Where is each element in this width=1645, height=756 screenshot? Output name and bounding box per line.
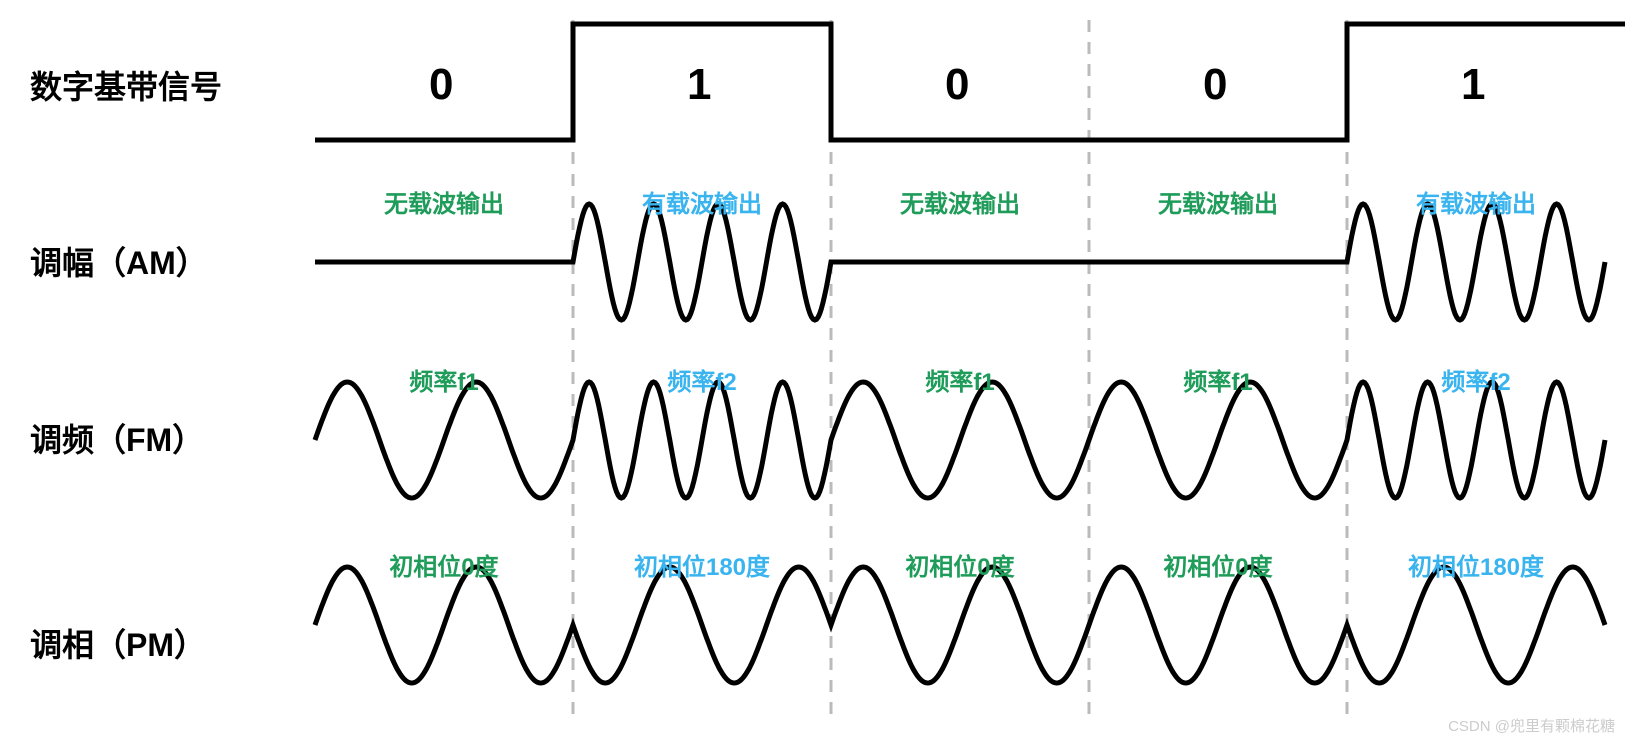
am-annotation: 无载波输出 <box>831 184 1089 219</box>
bit-value: 1 <box>687 60 711 110</box>
bit-value: 0 <box>429 60 453 110</box>
pm-annotation: 初相位0度 <box>1089 547 1347 582</box>
diagram-container: 数字基带信号 调幅（AM） 调频（FM） 调相（PM） CSDN @兜里有颗棉花… <box>20 20 1625 736</box>
fm-annotation: 频率f2 <box>573 362 831 397</box>
pm-annotation: 初相位180度 <box>1347 547 1605 582</box>
pm-annotation: 初相位180度 <box>573 547 831 582</box>
am-annotation: 无载波输出 <box>315 184 573 219</box>
fm-annotation: 频率f1 <box>831 362 1089 397</box>
pm-annotation: 初相位0度 <box>831 547 1089 582</box>
bit-value: 1 <box>1461 60 1485 110</box>
fm-annotation: 频率f1 <box>315 362 573 397</box>
fm-annotation: 频率f1 <box>1089 362 1347 397</box>
pm-annotation: 初相位0度 <box>315 547 573 582</box>
am-annotation: 有载波输出 <box>1347 184 1605 219</box>
bit-value: 0 <box>1203 60 1227 110</box>
watermark: CSDN @兜里有颗棉花糖 <box>1448 715 1615 736</box>
am-annotation: 有载波输出 <box>573 184 831 219</box>
am-annotation: 无载波输出 <box>1089 184 1347 219</box>
bit-value: 0 <box>945 60 969 110</box>
fm-annotation: 频率f2 <box>1347 362 1605 397</box>
